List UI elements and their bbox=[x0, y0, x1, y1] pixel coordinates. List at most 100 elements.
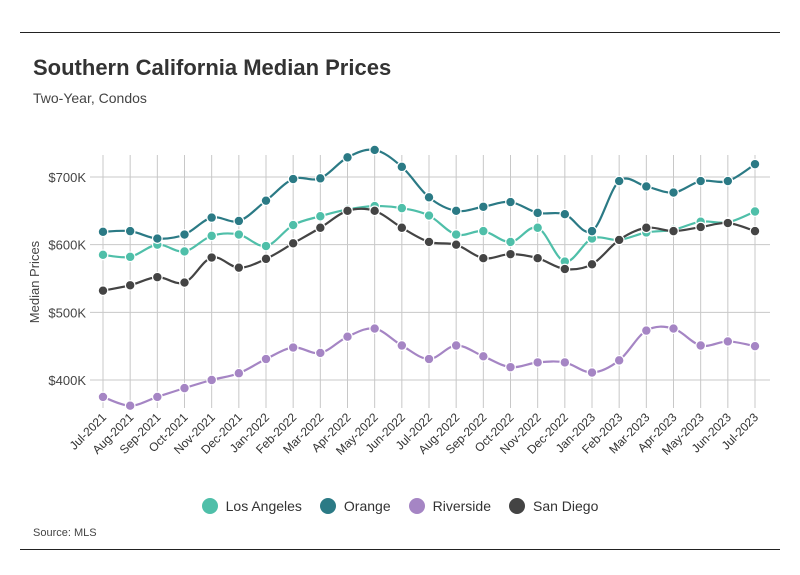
chart-title: Southern California Median Prices bbox=[33, 55, 392, 80]
legend-item-los-angeles: Los Angeles bbox=[201, 498, 302, 514]
data-point-san-diego bbox=[151, 271, 163, 283]
data-point-riverside bbox=[287, 342, 299, 353]
data-point-orange bbox=[206, 212, 218, 224]
data-point-orange bbox=[722, 175, 734, 187]
legend-label-los-angeles: Los Angeles bbox=[225, 498, 302, 514]
data-point-los-angeles bbox=[260, 240, 272, 252]
data-point-orange bbox=[179, 229, 190, 240]
data-point-san-diego bbox=[749, 225, 761, 237]
data-point-los-angeles bbox=[396, 202, 408, 214]
data-point-orange bbox=[586, 225, 598, 237]
data-point-los-angeles bbox=[423, 210, 435, 221]
data-point-san-diego bbox=[342, 205, 353, 217]
data-point-los-angeles bbox=[532, 222, 544, 234]
bottom-rule bbox=[20, 549, 780, 550]
top-rule bbox=[20, 32, 780, 33]
data-point-orange bbox=[260, 195, 272, 207]
data-point-san-diego bbox=[179, 277, 190, 288]
legend-swatch-riverside bbox=[408, 498, 425, 514]
data-point-san-diego bbox=[314, 222, 326, 234]
data-point-san-diego bbox=[97, 285, 109, 297]
data-point-san-diego bbox=[559, 263, 571, 275]
data-point-san-diego bbox=[233, 262, 245, 274]
data-point-orange bbox=[532, 207, 544, 219]
legend-label-riverside: Riverside bbox=[432, 498, 491, 514]
data-point-orange bbox=[640, 181, 652, 192]
source-note: Source: MLS bbox=[33, 527, 97, 539]
data-point-orange bbox=[369, 144, 381, 156]
data-point-riverside bbox=[124, 400, 136, 412]
data-point-riverside bbox=[695, 340, 707, 351]
data-point-riverside bbox=[586, 367, 598, 378]
data-point-riverside bbox=[206, 374, 218, 386]
data-point-san-diego bbox=[695, 221, 707, 233]
data-point-orange bbox=[505, 196, 516, 208]
data-point-los-angeles bbox=[179, 246, 190, 257]
data-point-los-angeles bbox=[97, 249, 109, 261]
data-point-orange bbox=[450, 205, 462, 217]
data-point-san-diego bbox=[640, 222, 652, 234]
data-point-los-angeles bbox=[124, 251, 136, 263]
data-point-riverside bbox=[97, 391, 109, 403]
data-point-san-diego bbox=[206, 252, 218, 263]
legend-item-orange: Orange bbox=[319, 498, 391, 514]
data-point-los-angeles bbox=[749, 206, 761, 217]
data-point-orange bbox=[233, 215, 245, 227]
data-point-orange bbox=[314, 172, 326, 184]
data-point-san-diego bbox=[505, 248, 516, 260]
data-point-orange bbox=[124, 225, 136, 237]
data-point-los-angeles bbox=[477, 225, 489, 237]
data-point-riverside bbox=[722, 336, 734, 347]
data-point-riverside bbox=[532, 357, 544, 368]
legend-item-san-diego: San Diego bbox=[508, 498, 599, 514]
legend-swatch-los-angeles bbox=[201, 498, 218, 514]
data-point-orange bbox=[97, 226, 109, 238]
data-point-los-angeles bbox=[505, 236, 516, 248]
data-point-orange bbox=[695, 175, 707, 187]
data-point-los-angeles bbox=[206, 230, 218, 242]
data-point-riverside bbox=[151, 391, 163, 403]
data-point-orange bbox=[287, 173, 299, 185]
data-point-riverside bbox=[559, 357, 571, 368]
data-point-san-diego bbox=[613, 234, 625, 246]
legend-label-orange: Orange bbox=[343, 498, 391, 514]
data-point-orange bbox=[396, 161, 408, 173]
data-point-los-angeles bbox=[450, 229, 462, 240]
data-point-riverside bbox=[668, 323, 679, 334]
data-point-san-diego bbox=[124, 279, 136, 291]
data-point-orange bbox=[559, 208, 571, 220]
data-point-san-diego bbox=[369, 205, 381, 217]
data-point-los-angeles bbox=[233, 229, 245, 240]
y-tick-label: $500K bbox=[48, 305, 86, 320]
data-point-san-diego bbox=[423, 236, 435, 248]
data-point-san-diego bbox=[586, 258, 598, 270]
data-point-riverside bbox=[396, 340, 408, 351]
data-point-riverside bbox=[640, 325, 652, 337]
legend-swatch-orange bbox=[319, 498, 336, 514]
legend-item-riverside: Riverside bbox=[408, 498, 491, 514]
data-point-orange bbox=[477, 201, 489, 213]
data-point-san-diego bbox=[668, 225, 679, 237]
data-point-orange bbox=[668, 187, 679, 198]
data-point-orange bbox=[342, 151, 353, 163]
data-point-riverside bbox=[342, 331, 353, 343]
data-point-san-diego bbox=[450, 239, 462, 251]
data-point-riverside bbox=[233, 367, 245, 379]
y-tick-label: $400K bbox=[48, 373, 86, 388]
chart-legend: Los Angeles Orange Riverside San Diego bbox=[0, 498, 800, 514]
data-point-orange bbox=[613, 175, 625, 187]
data-point-orange bbox=[423, 191, 435, 203]
data-point-san-diego bbox=[260, 253, 272, 265]
data-point-san-diego bbox=[532, 252, 544, 264]
data-point-riverside bbox=[369, 323, 381, 334]
data-point-orange bbox=[151, 233, 163, 244]
legend-label-san-diego: San Diego bbox=[532, 498, 599, 514]
data-point-riverside bbox=[314, 347, 326, 359]
data-point-san-diego bbox=[396, 222, 408, 234]
data-point-riverside bbox=[179, 382, 190, 394]
data-point-orange bbox=[749, 158, 761, 170]
y-axis-label: Median Prices bbox=[27, 240, 42, 323]
data-point-riverside bbox=[749, 340, 761, 352]
data-point-riverside bbox=[505, 361, 516, 373]
